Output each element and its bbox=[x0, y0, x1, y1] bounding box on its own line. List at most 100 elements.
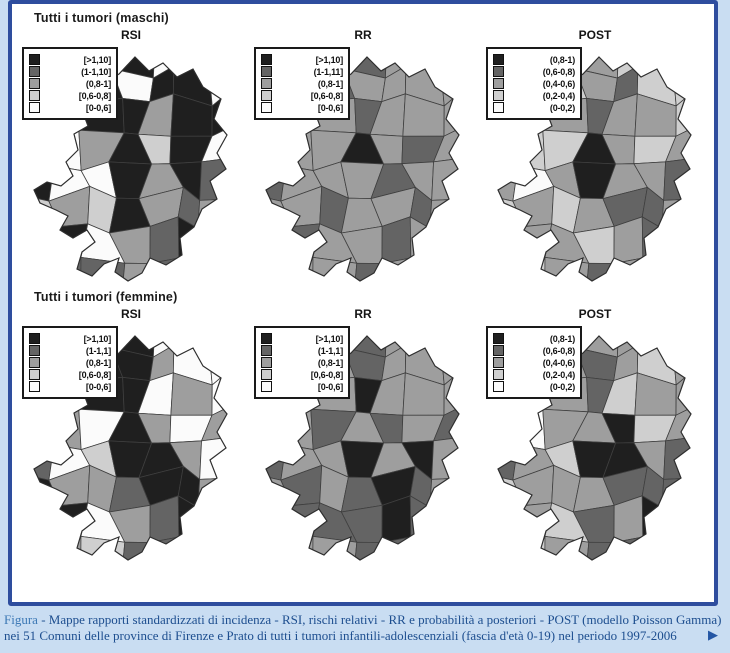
legend-swatch bbox=[493, 66, 504, 77]
legend-row: (0,8-1) bbox=[493, 333, 575, 344]
legend-swatch bbox=[29, 381, 40, 392]
legend-row: [>1,10] bbox=[261, 54, 343, 65]
legend-label: (0,8-1] bbox=[85, 78, 111, 89]
legend-row: (0,6-0,8) bbox=[493, 66, 575, 77]
map-panel-female-post: POST (0,8-1) (0,6-0,8) (0,4-0,6) (0,2-0,… bbox=[482, 306, 708, 562]
legend-row: [0,6-0,8] bbox=[261, 369, 343, 380]
caption-line1-text: - Mappe rapporti standardizzati di incid… bbox=[37, 612, 722, 627]
legend-label: [>1,10] bbox=[83, 54, 112, 65]
legend-box: (0,8-1) (0,6-0,8) (0,4-0,6) (0,2-0,4) (0… bbox=[486, 326, 582, 399]
legend-swatch bbox=[261, 78, 272, 89]
legend-row: (1-1,11] bbox=[261, 66, 343, 77]
legend-swatch bbox=[493, 78, 504, 89]
legend-row: (1-1,10] bbox=[29, 66, 111, 77]
legend-swatch bbox=[29, 333, 40, 344]
legend-swatch bbox=[261, 357, 272, 368]
legend-swatch bbox=[29, 90, 40, 101]
legend-label: (1-1,1] bbox=[317, 345, 343, 356]
legend-swatch bbox=[493, 357, 504, 368]
caption-figura-label: Figura bbox=[4, 612, 38, 627]
figure-panel: Tutti i tumori (maschi) RSI [>1,10] (1-1… bbox=[8, 0, 718, 606]
legend-label: (0,6-0,8) bbox=[542, 345, 575, 356]
legend-swatch bbox=[261, 369, 272, 380]
map-area: [>1,10] (1-1,1] (0,8-1] [0,6-0,8] [0-0,6… bbox=[18, 322, 244, 562]
map-panel-male-rr: RR [>1,10] (1-1,11] (0,8-1] [0,6-0,8] [0… bbox=[250, 27, 476, 283]
map-area: [>1,10] (1-1,1] (0,8-1] [0,6-0,8] [0-0,6… bbox=[250, 322, 476, 562]
legend-label: (0,4-0,6) bbox=[542, 357, 575, 368]
legend-row: [0,6-0,8] bbox=[29, 369, 111, 380]
legend-row: (0,8-1] bbox=[29, 357, 111, 368]
legend-row: [0-0,6] bbox=[29, 381, 111, 392]
legend-swatch bbox=[493, 54, 504, 65]
legend-label: [0-0,6] bbox=[85, 102, 111, 113]
legend-row: [0-0,6] bbox=[261, 381, 343, 392]
legend-row: (1-1,1] bbox=[29, 345, 111, 356]
caption-line1: Figura - Mappe rapporti standardizzati d… bbox=[4, 612, 726, 628]
legend-row: [>1,10] bbox=[29, 54, 111, 65]
legend-label: [0,6-0,8] bbox=[310, 90, 343, 101]
legend-row: (0,6-0,8) bbox=[493, 345, 575, 356]
map-header-rsi: RSI bbox=[120, 307, 141, 321]
maps-row-females: RSI [>1,10] (1-1,1] (0,8-1] [0,6-0,8] [0… bbox=[18, 306, 708, 562]
legend-row: [0-0,6] bbox=[29, 102, 111, 113]
legend-label: (0,8-1] bbox=[317, 357, 343, 368]
caption-line2: nei 51 Comuni delle province di Firenze … bbox=[4, 628, 726, 644]
legend-swatch bbox=[29, 78, 40, 89]
legend-row: (0,8-1) bbox=[493, 54, 575, 65]
legend-row: (0,4-0,6) bbox=[493, 78, 575, 89]
legend-label: (0,2-0,4) bbox=[542, 369, 575, 380]
legend-label: [>1,10] bbox=[315, 54, 344, 65]
map-panel-male-post: POST (0,8-1) (0,6-0,8) (0,4-0,6) (0,2-0,… bbox=[482, 27, 708, 283]
legend-row: (0,8-1] bbox=[261, 78, 343, 89]
legend-swatch bbox=[493, 102, 504, 113]
legend-label: (1-1,10] bbox=[81, 66, 111, 77]
legend-row: (1-1,1] bbox=[261, 345, 343, 356]
legend-label: [0,6-0,8] bbox=[78, 369, 111, 380]
map-panel-female-rr: RR [>1,10] (1-1,1] (0,8-1] [0,6-0,8] [0-… bbox=[250, 306, 476, 562]
legend-box: [>1,10] (1-1,1] (0,8-1] [0,6-0,8] [0-0,6… bbox=[254, 326, 350, 399]
legend-label: (1-1,11] bbox=[313, 66, 344, 77]
map-header-post: POST bbox=[578, 307, 612, 321]
legend-row: (0-0,2) bbox=[493, 381, 575, 392]
legend-row: (0-0,2) bbox=[493, 102, 575, 113]
legend-box: [>1,10] (1-1,10] (0,8-1] [0,6-0,8] [0-0,… bbox=[22, 47, 118, 120]
legend-swatch bbox=[261, 66, 272, 77]
legend-label: (0,6-0,8) bbox=[542, 66, 575, 77]
section-males: Tutti i tumori (maschi) RSI [>1,10] (1-1… bbox=[12, 11, 714, 283]
legend-swatch bbox=[261, 90, 272, 101]
map-panel-female-rsi: RSI [>1,10] (1-1,1] (0,8-1] [0,6-0,8] [0… bbox=[18, 306, 244, 562]
map-panel-male-rsi: RSI [>1,10] (1-1,10] (0,8-1] [0,6-0,8] [… bbox=[18, 27, 244, 283]
legend-row: (0,4-0,6) bbox=[493, 357, 575, 368]
legend-swatch bbox=[493, 333, 504, 344]
legend-swatch bbox=[261, 381, 272, 392]
legend-swatch bbox=[261, 345, 272, 356]
legend-swatch bbox=[29, 54, 40, 65]
section-title-females: Tutti i tumori (femmine) bbox=[34, 290, 178, 304]
legend-label: (0,8-1] bbox=[317, 78, 343, 89]
legend-row: (0,2-0,4) bbox=[493, 369, 575, 380]
legend-row: [0,6-0,8] bbox=[261, 90, 343, 101]
legend-swatch bbox=[29, 369, 40, 380]
legend-swatch bbox=[261, 54, 272, 65]
legend-label: [0-0,6] bbox=[85, 381, 111, 392]
section-females: Tutti i tumori (femmine) RSI [>1,10] (1-… bbox=[12, 290, 714, 562]
legend-box: [>1,10] (1-1,11] (0,8-1] [0,6-0,8] [0-0,… bbox=[254, 47, 350, 120]
legend-label: (1-1,1] bbox=[85, 345, 111, 356]
legend-row: (0,8-1] bbox=[261, 357, 343, 368]
legend-label: (0,8-1) bbox=[549, 333, 575, 344]
maps-row-males: RSI [>1,10] (1-1,10] (0,8-1] [0,6-0,8] [… bbox=[18, 27, 708, 283]
legend-label: (0-0,2) bbox=[549, 102, 575, 113]
legend-label: [0,6-0,8] bbox=[310, 369, 343, 380]
legend-row: [0-0,6] bbox=[261, 102, 343, 113]
legend-swatch bbox=[29, 102, 40, 113]
legend-swatch bbox=[261, 102, 272, 113]
legend-row: (0,8-1] bbox=[29, 78, 111, 89]
legend-swatch bbox=[29, 66, 40, 77]
map-header-rr: RR bbox=[354, 28, 372, 42]
legend-label: (0,8-1) bbox=[549, 54, 575, 65]
legend-box: (0,8-1) (0,6-0,8) (0,4-0,6) (0,2-0,4) (0… bbox=[486, 47, 582, 120]
caption-line2-text: nei 51 Comuni delle province di Firenze … bbox=[4, 628, 677, 643]
legend-label: [>1,10] bbox=[83, 333, 112, 344]
legend-label: (0-0,2) bbox=[549, 381, 575, 392]
map-area: (0,8-1) (0,6-0,8) (0,4-0,6) (0,2-0,4) (0… bbox=[482, 43, 708, 283]
